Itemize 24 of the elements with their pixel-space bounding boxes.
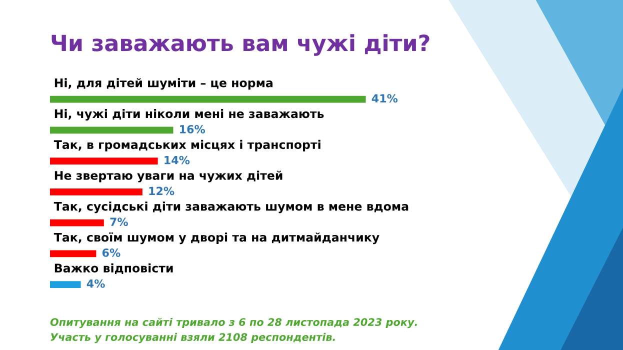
- text: Опитування на сайті тривало з 6 по 28 листопада 2023 року.: [50, 318, 417, 328]
- bar: [50, 281, 81, 288]
- y-tick-label: Так, своїм шумом у дворі та на дитмайданчику: [54, 232, 380, 244]
- text: Участь у голосуванні взяли 2108 респондентів.: [50, 332, 335, 344]
- y-tick-label: Так, сусідські діти заважають шумом в мене вдома: [54, 202, 408, 214]
- bar: [50, 126, 174, 134]
- data-label: 16%: [180, 125, 206, 134]
- y-tick-label: Не звертаю уваги на чужих дітей: [54, 170, 282, 182]
- y-tick-label: Важко відповісти: [54, 263, 173, 274]
- bar: [50, 158, 158, 164]
- chart-title: Чи заважають вам чужі діти?: [52, 34, 430, 56]
- bar: [50, 188, 142, 196]
- bar: [50, 250, 96, 258]
- data-label: 6%: [102, 248, 120, 257]
- data-label: 7%: [110, 218, 128, 226]
- data-label: 12%: [149, 186, 174, 196]
- y-tick-label: Ні, чужі діти ніколи мені не заважають: [54, 109, 324, 121]
- bar: [50, 219, 104, 226]
- y-tick-label: Ні, для дітей шуміти – це норма: [54, 78, 272, 90]
- data-label: 4%: [86, 279, 105, 288]
- data-label: 14%: [164, 156, 190, 164]
- data-label: 41%: [372, 94, 398, 103]
- y-tick-label: Так, в громадських місцях і транспорті: [54, 140, 320, 152]
- bar: [50, 96, 366, 103]
